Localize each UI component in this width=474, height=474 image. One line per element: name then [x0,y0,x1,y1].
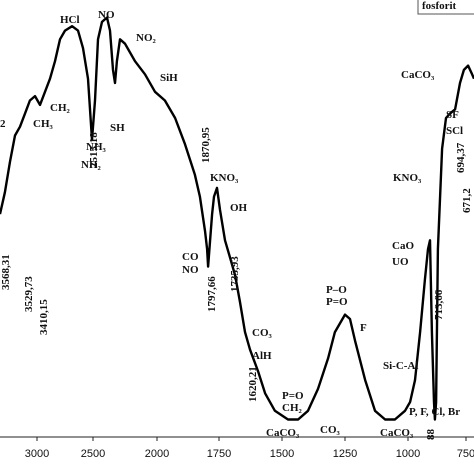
annotation: HCl [60,14,80,26]
annotation: CH₂ [50,102,71,114]
annotation: 2515,18 [88,132,100,168]
annotation: P=O [326,296,348,308]
annotation: fosforit [422,0,457,12]
annotation: CO₃ [320,424,341,436]
x-tick-label: 2500 [81,448,105,460]
annotation: AlH [252,350,272,362]
x-tick-label: 2000 [145,448,169,460]
annotation: KNO₃ [210,172,239,184]
annotation: NO [98,9,115,21]
annotation: 1620,21 [247,366,259,402]
annotation: CaCO₃ [380,427,414,439]
annotation: 3529,73 [23,276,35,312]
x-tick-label: 750 [457,448,474,460]
x-tick-label: 1750 [207,448,231,460]
annotation: 2 [0,118,6,130]
x-tick-label: 3000 [25,448,49,460]
annotation: 671,2 [461,188,473,213]
annotation: NH₂ [81,159,102,171]
annotation: CaO [392,240,414,252]
annotation: 1870,95 [200,127,212,163]
annotation: 3568,31 [0,254,12,290]
annotation: NO [182,264,199,276]
annotation: 1735,93 [229,256,241,292]
annotation: NH₃ [86,141,107,153]
x-tick-label: 1250 [333,448,357,460]
annotation: SiH [160,72,178,84]
annotation: 3410,15 [38,299,50,335]
annotation: 713,66 [433,289,445,320]
annotation: SF [446,109,459,121]
annotation: SH [110,122,125,134]
label-box [417,0,474,15]
annotation: SCl [446,125,463,137]
annotation: NO₂ [136,32,157,44]
annotation: OH [230,202,248,214]
annotation: P, F, Cl, Br [409,406,460,418]
annotation: P=O [282,390,304,402]
annotation: Si-C-Al [383,360,418,372]
annotation: KNO₃ [393,172,422,184]
x-tick-label: 1000 [396,448,420,460]
spectrum-line [0,16,474,421]
annotation: 694,37 [455,142,467,173]
annotation: 1797,66 [206,276,218,312]
annotation: CO₃ [252,327,273,339]
x-tick-label: 1500 [270,448,294,460]
annotation: P–O [326,284,347,296]
annotation: CaCO₃ [401,69,435,81]
annotation: 88 [425,429,437,441]
annotation: CaCO₃ [266,427,300,439]
annotation: F [360,322,367,334]
annotation: CO [182,251,199,263]
annotation: UO [392,256,409,268]
annotation: CH₂ [282,402,303,414]
annotation: CH₃ [33,118,54,130]
